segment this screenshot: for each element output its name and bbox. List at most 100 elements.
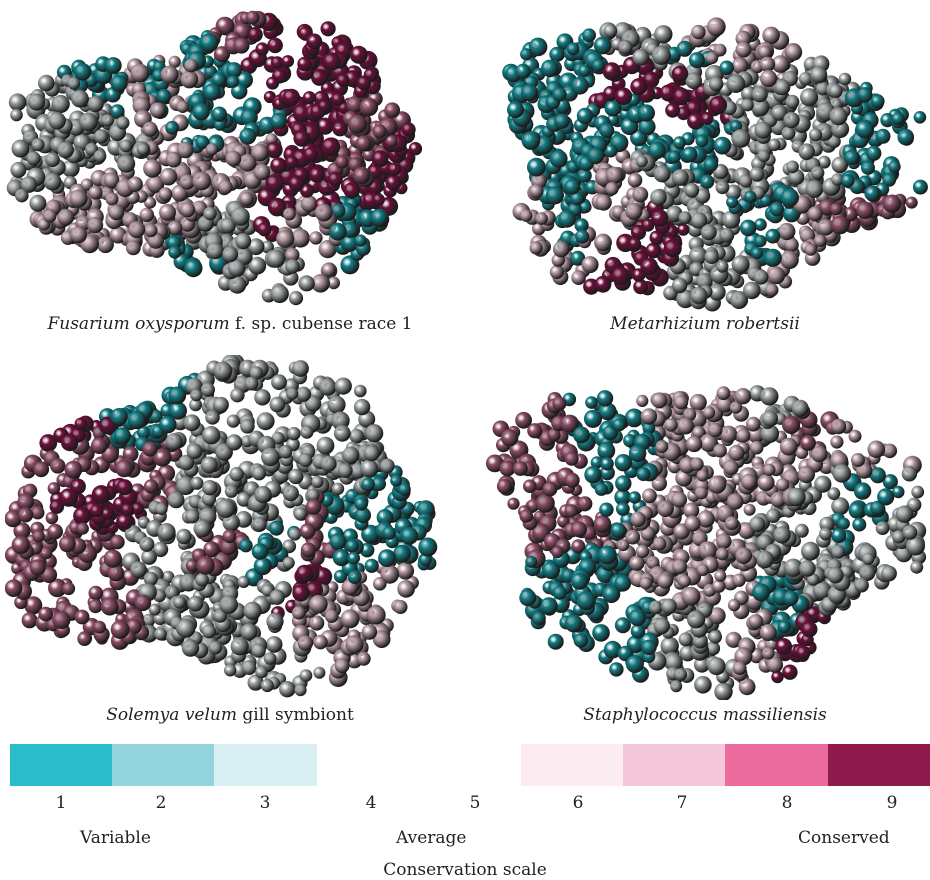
atom-sphere xyxy=(593,515,612,533)
atom-sphere xyxy=(185,559,199,572)
atom-sphere xyxy=(895,505,914,523)
atom-sphere xyxy=(757,474,775,492)
atom-sphere xyxy=(203,206,217,221)
atom-sphere xyxy=(33,461,50,478)
scale-tick-8: 8 xyxy=(781,793,793,813)
atom-sphere xyxy=(240,108,258,126)
atom-sphere xyxy=(870,94,885,109)
atom-sphere xyxy=(18,507,34,523)
atom-sphere xyxy=(831,497,850,516)
atom-sphere xyxy=(238,153,257,172)
atom-sphere xyxy=(683,502,700,519)
atom-sphere xyxy=(121,503,134,516)
atom-sphere xyxy=(26,151,41,166)
atom-sphere xyxy=(178,454,195,471)
atom-sphere xyxy=(693,656,710,673)
atom-sphere xyxy=(295,386,312,402)
atom-sphere xyxy=(770,491,786,508)
atom-sphere xyxy=(190,389,203,402)
atom-sphere xyxy=(122,446,139,462)
atom-sphere xyxy=(696,273,713,290)
atom-sphere xyxy=(507,101,524,119)
atom-sphere xyxy=(521,131,541,150)
atom-sphere xyxy=(633,279,649,295)
atom-sphere xyxy=(573,633,589,648)
atom-sphere xyxy=(676,106,691,121)
atom-sphere xyxy=(614,87,633,106)
atom-sphere xyxy=(866,145,882,161)
atom-sphere xyxy=(668,150,681,164)
atom-sphere xyxy=(628,237,641,250)
atom-sphere xyxy=(306,33,323,50)
atom-sphere xyxy=(552,87,567,102)
atom-sphere xyxy=(564,614,583,633)
atom-sphere xyxy=(604,144,618,158)
atom-sphere xyxy=(722,210,741,229)
atom-sphere xyxy=(154,627,167,641)
atom-sphere xyxy=(623,434,637,448)
atom-sphere xyxy=(60,433,79,452)
atom-sphere xyxy=(787,487,806,507)
scale-tick-2: 2 xyxy=(155,793,167,813)
atom-sphere xyxy=(332,120,348,137)
atom-sphere xyxy=(371,476,386,491)
atom-sphere xyxy=(116,116,130,130)
atom-sphere xyxy=(137,425,151,440)
atom-sphere xyxy=(222,513,240,532)
atom-sphere xyxy=(110,74,128,92)
atom-sphere xyxy=(529,184,544,199)
atom-sphere xyxy=(104,57,122,74)
atom-sphere xyxy=(67,76,81,90)
atom-sphere xyxy=(11,535,31,555)
atom-sphere xyxy=(87,217,104,234)
atom-sphere xyxy=(763,463,776,476)
atom-sphere xyxy=(657,500,674,517)
scale-tick-4: 4 xyxy=(365,793,377,813)
atom-sphere xyxy=(778,620,791,634)
atom-sphere xyxy=(859,564,876,581)
atom-sphere xyxy=(143,159,162,178)
atom-sphere xyxy=(689,246,708,265)
atom-sphere xyxy=(337,463,353,478)
atom-sphere xyxy=(51,94,70,114)
atom-sphere xyxy=(786,160,799,174)
atom-sphere xyxy=(734,388,752,405)
atom-sphere xyxy=(751,246,764,260)
atom-sphere xyxy=(269,589,285,605)
atom-sphere xyxy=(256,412,275,431)
atom-sphere xyxy=(281,55,295,68)
atom-sphere xyxy=(910,560,924,574)
atom-sphere xyxy=(268,520,284,536)
atom-sphere xyxy=(649,230,664,245)
atom-sphere xyxy=(199,33,219,53)
atom-sphere xyxy=(830,418,847,435)
atom-sphere xyxy=(225,150,242,167)
atom-sphere xyxy=(535,212,548,225)
atom-sphere xyxy=(77,631,92,646)
atom-sphere xyxy=(311,68,328,86)
atom-sphere xyxy=(117,154,136,173)
atom-sphere xyxy=(592,59,605,72)
atom-sphere xyxy=(378,549,396,567)
atom-sphere xyxy=(265,636,283,653)
atom-sphere xyxy=(384,102,401,118)
atom-sphere xyxy=(749,516,766,533)
atom-sphere xyxy=(192,171,212,191)
atom-sphere xyxy=(549,46,565,62)
atom-sphere xyxy=(116,479,133,496)
atom-sphere xyxy=(631,268,646,282)
atom-sphere xyxy=(328,171,343,187)
atom-sphere xyxy=(180,202,196,218)
atom-sphere xyxy=(523,479,537,493)
atom-sphere xyxy=(810,166,825,180)
atom-sphere xyxy=(376,509,394,526)
atom-sphere xyxy=(216,499,236,518)
atom-sphere xyxy=(735,41,752,58)
atom-sphere xyxy=(705,641,721,656)
atom-sphere xyxy=(651,46,671,65)
atom-sphere xyxy=(694,676,712,694)
atom-sphere xyxy=(103,549,122,568)
atom-sphere xyxy=(17,493,35,511)
atom-sphere xyxy=(270,284,289,304)
atom-sphere xyxy=(222,529,237,544)
